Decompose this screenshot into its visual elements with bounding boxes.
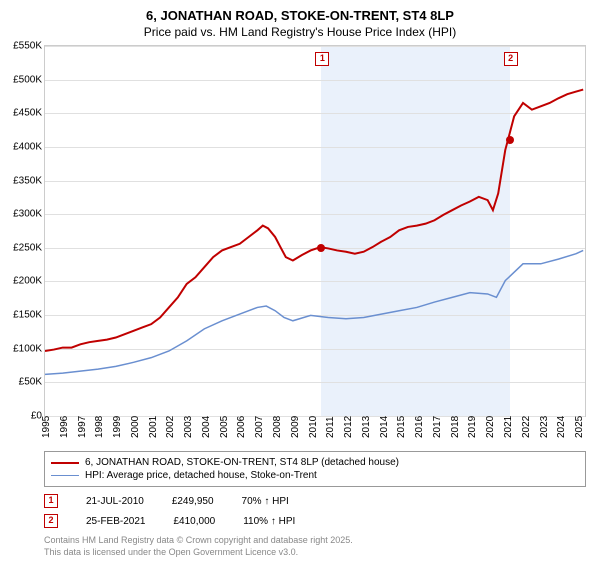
sale-row: 2 25-FEB-2021 £410,000 110% ↑ HPI — [44, 511, 586, 531]
x-axis-label: 2011 — [325, 416, 336, 438]
y-axis-label: £300K — [13, 209, 45, 220]
x-axis-label: 2010 — [308, 416, 319, 438]
legend-label: 6, JONATHAN ROAD, STOKE-ON-TRENT, ST4 8L… — [85, 457, 399, 468]
chart-lines — [45, 46, 585, 415]
sale-marker-icon: 2 — [44, 514, 58, 528]
sale-date: 21-JUL-2010 — [86, 496, 144, 507]
x-axis-label: 2018 — [450, 416, 461, 438]
sale-row: 1 21-JUL-2010 £249,950 70% ↑ HPI — [44, 491, 586, 511]
sale-vs-hpi: 70% ↑ HPI — [242, 496, 289, 507]
y-axis-label: £450K — [13, 108, 45, 119]
x-axis-label: 2007 — [254, 416, 265, 438]
legend-label: HPI: Average price, detached house, Stok… — [85, 470, 317, 481]
y-axis-label: £350K — [13, 175, 45, 186]
sale-price: £249,950 — [172, 496, 214, 507]
sale-date: 25-FEB-2021 — [86, 516, 145, 527]
x-axis-label: 2013 — [361, 416, 372, 438]
series-price_paid — [45, 90, 583, 351]
x-axis-label: 2016 — [414, 416, 425, 438]
chart-subtitle: Price paid vs. HM Land Registry's House … — [0, 25, 600, 39]
y-axis-label: £550K — [13, 41, 45, 52]
y-axis-label: £250K — [13, 242, 45, 253]
y-axis-label: £500K — [13, 74, 45, 85]
x-axis-label: 2014 — [379, 416, 390, 438]
x-axis-label: 1995 — [41, 416, 52, 438]
x-axis-label: 2003 — [183, 416, 194, 438]
x-axis-label: 2015 — [396, 416, 407, 438]
series-hpi — [45, 250, 583, 374]
x-axis-label: 1998 — [94, 416, 105, 438]
attribution: Contains HM Land Registry data © Crown c… — [44, 535, 586, 558]
x-axis-label: 2012 — [343, 416, 354, 438]
x-axis-label: 1999 — [112, 416, 123, 438]
x-axis-label: 2024 — [556, 416, 567, 438]
y-axis-label: £100K — [13, 343, 45, 354]
x-axis-label: 2004 — [201, 416, 212, 438]
x-axis-label: 1997 — [77, 416, 88, 438]
legend-item: 6, JONATHAN ROAD, STOKE-ON-TRENT, ST4 8L… — [51, 456, 579, 469]
y-axis-label: £400K — [13, 141, 45, 152]
x-axis-label: 2008 — [272, 416, 283, 438]
x-axis-label: 2001 — [148, 416, 159, 438]
sale-price: £410,000 — [173, 516, 215, 527]
x-axis-label: 2005 — [219, 416, 230, 438]
x-axis-label: 2002 — [165, 416, 176, 438]
attribution-line: Contains HM Land Registry data © Crown c… — [44, 535, 586, 547]
legend-item: HPI: Average price, detached house, Stok… — [51, 469, 579, 482]
x-axis-label: 2023 — [539, 416, 550, 438]
chart-plot-area: £0£50K£100K£150K£200K£250K£300K£350K£400… — [44, 45, 586, 417]
x-axis-label: 2009 — [290, 416, 301, 438]
x-axis-label: 2000 — [130, 416, 141, 438]
x-axis-label: 2022 — [521, 416, 532, 438]
x-axis-label: 2020 — [485, 416, 496, 438]
x-axis-label: 1996 — [59, 416, 70, 438]
legend-swatch — [51, 462, 79, 464]
legend-swatch — [51, 475, 79, 476]
chart-title: 6, JONATHAN ROAD, STOKE-ON-TRENT, ST4 8L… — [0, 8, 600, 23]
y-axis-label: £50K — [19, 377, 45, 388]
x-axis-label: 2019 — [467, 416, 478, 438]
legend: 6, JONATHAN ROAD, STOKE-ON-TRENT, ST4 8L… — [44, 451, 586, 487]
y-axis-label: £200K — [13, 276, 45, 287]
x-axis-label: 2025 — [574, 416, 585, 438]
x-axis-label: 2006 — [236, 416, 247, 438]
sales-table: 1 21-JUL-2010 £249,950 70% ↑ HPI 2 25-FE… — [44, 491, 586, 531]
y-axis-label: £150K — [13, 310, 45, 321]
x-axis-label: 2017 — [432, 416, 443, 438]
attribution-line: This data is licensed under the Open Gov… — [44, 547, 586, 559]
sale-marker-icon: 1 — [44, 494, 58, 508]
x-axis-label: 2021 — [503, 416, 514, 438]
sale-vs-hpi: 110% ↑ HPI — [243, 516, 295, 527]
